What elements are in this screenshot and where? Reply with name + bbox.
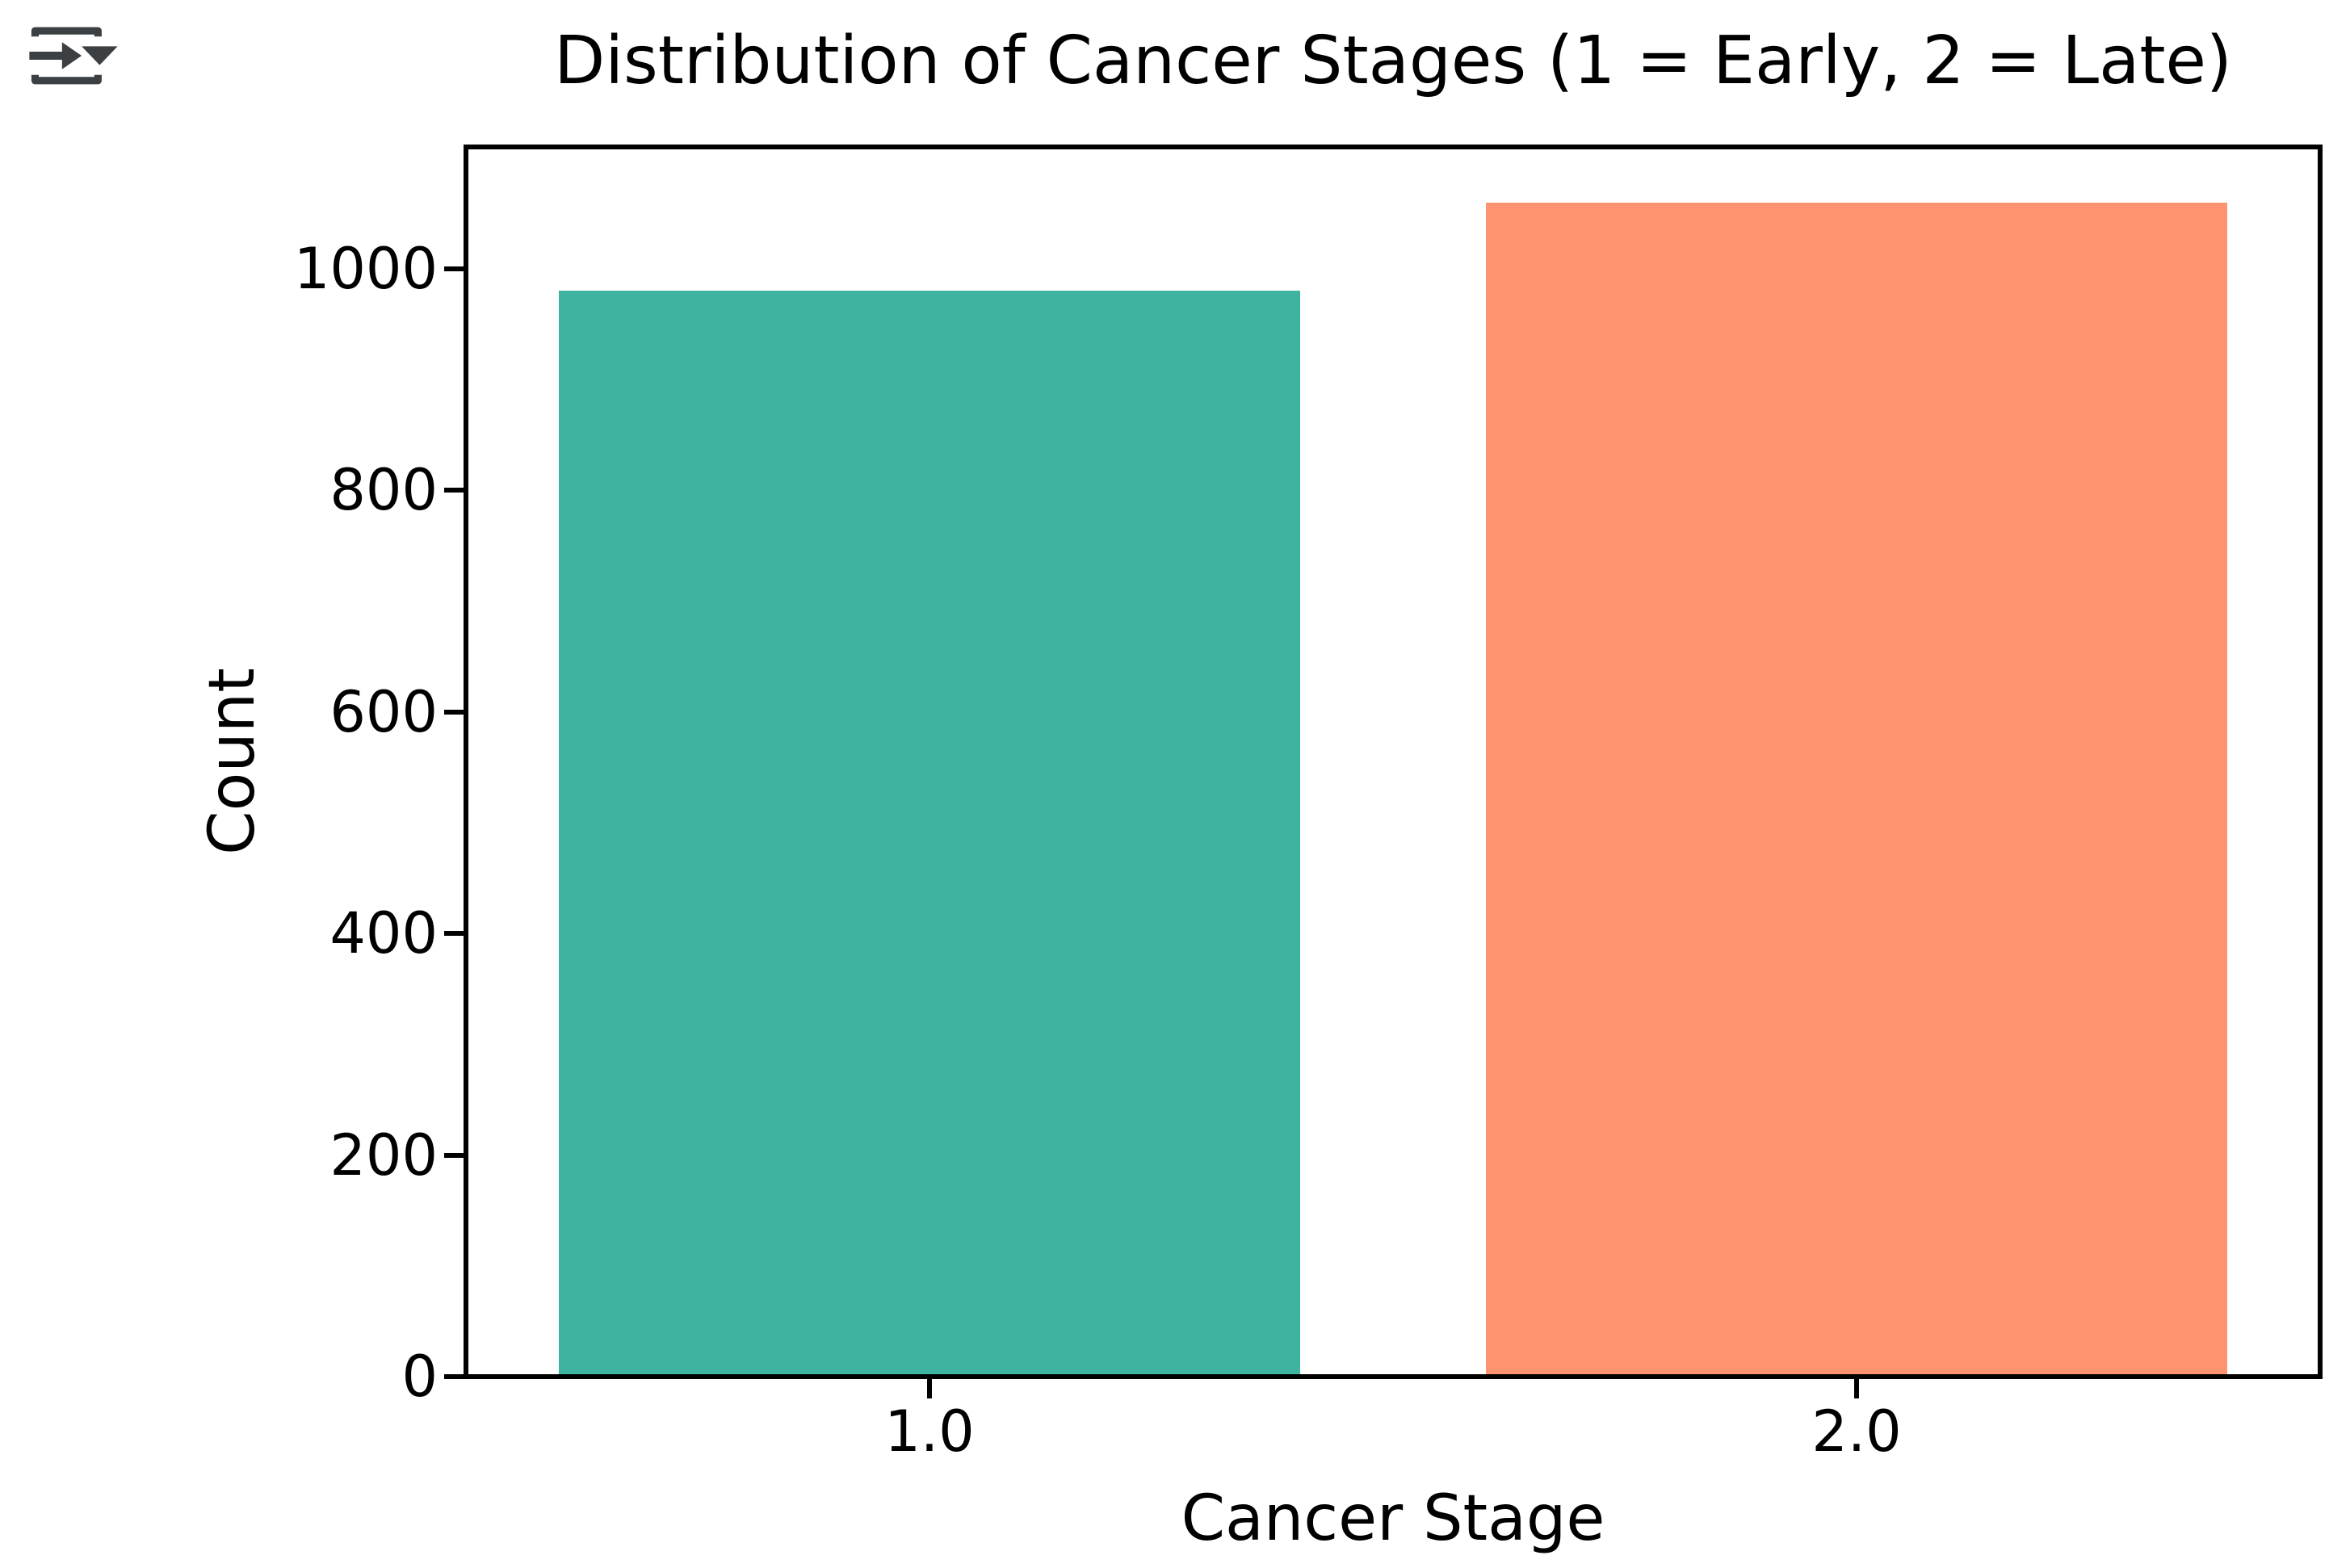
y-tick-mark (444, 1374, 464, 1379)
y-tick-mark (444, 931, 464, 937)
icon-arrow-head (61, 42, 82, 69)
plot-area (466, 147, 2320, 1377)
y-tick-mark (444, 709, 464, 715)
icon-bottom-bracket (31, 74, 102, 85)
x-tick-label: 1.0 (884, 1398, 975, 1465)
y-tick-label: 400 (329, 900, 438, 967)
bar-stage-1.0 (558, 291, 1301, 1377)
y-tick-label: 200 (329, 1121, 438, 1189)
y-tick-labels: 0 200 400 600 800 1000 (0, 147, 438, 1405)
x-tick-labels: 1.0 2.0 (466, 1403, 2320, 1473)
bar-stage-2.0 (1485, 202, 2228, 1377)
y-tick-label: 600 (329, 678, 438, 745)
icon-top-bracket (31, 27, 102, 37)
icon-dropdown-caret (82, 46, 118, 65)
y-tick-mark (444, 266, 464, 271)
cell-output-menu-icon[interactable] (29, 21, 120, 90)
y-tick-mark (444, 1152, 464, 1158)
y-tick-label: 800 (329, 457, 438, 524)
arrow-into-brackets-dropdown-icon (29, 27, 118, 85)
x-tick-mark (1854, 1379, 1859, 1398)
y-tick-label: 0 (401, 1344, 438, 1410)
chart-title: Distribution of Cancer Stages (1 = Early… (554, 23, 2232, 99)
x-axis-label: Cancer Stage (1181, 1482, 1605, 1555)
x-tick-label: 2.0 (1811, 1398, 1902, 1465)
y-tick-mark (444, 488, 464, 493)
y-tick-label: 1000 (293, 235, 438, 302)
x-tick-mark (927, 1379, 932, 1398)
